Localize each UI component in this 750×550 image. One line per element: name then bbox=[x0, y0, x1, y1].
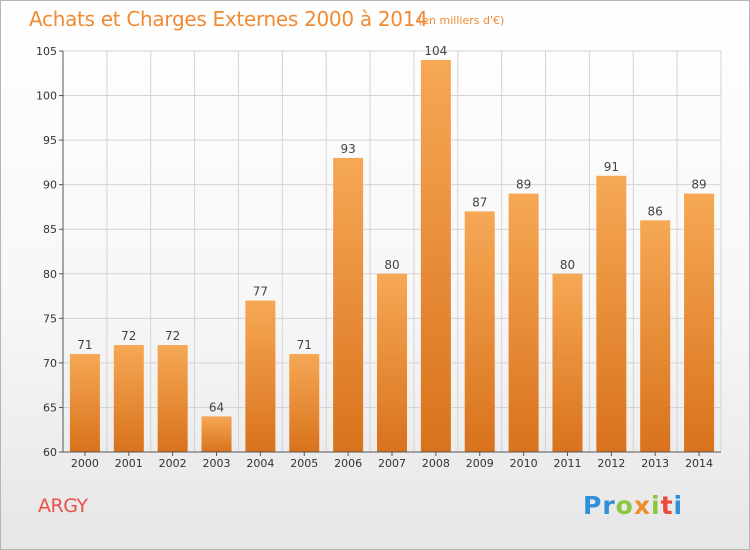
y-tick-label: 60 bbox=[43, 446, 57, 459]
data-label: 104 bbox=[424, 44, 447, 58]
logo-letter: i bbox=[651, 491, 661, 520]
x-tick-label: 2002 bbox=[159, 457, 187, 470]
y-tick-label: 70 bbox=[43, 357, 57, 370]
x-tick-label: 2004 bbox=[246, 457, 274, 470]
y-tick-label: 95 bbox=[43, 134, 57, 147]
x-tick-label: 2009 bbox=[466, 457, 494, 470]
bar-2011 bbox=[552, 273, 583, 452]
logo-letter: P bbox=[583, 491, 603, 520]
data-label: 64 bbox=[209, 400, 224, 414]
labels: 71 2000 72 2001 72 2002 64 2003 77 2004 71 2005 93 20… bbox=[71, 44, 713, 470]
x-tick-label: 2000 bbox=[71, 457, 99, 470]
data-label: 86 bbox=[648, 204, 663, 218]
data-label: 93 bbox=[340, 142, 355, 156]
bar-2007 bbox=[377, 273, 407, 452]
x-tick-label: 2007 bbox=[378, 457, 406, 470]
chart-title: Achats et Charges Externes 2000 à 2014 bbox=[29, 7, 428, 31]
bar-2008 bbox=[420, 59, 451, 453]
y-tick-label: 90 bbox=[43, 179, 57, 192]
x-tick-label: 2008 bbox=[422, 457, 450, 470]
x-tick-label: 2005 bbox=[290, 457, 318, 470]
bar-2002 bbox=[157, 345, 188, 452]
y-tick-label: 80 bbox=[43, 268, 57, 281]
y-tick-label: 105 bbox=[36, 45, 57, 58]
bar-2000 bbox=[69, 353, 100, 452]
bar-2012 bbox=[596, 175, 627, 452]
bar-2003 bbox=[201, 416, 232, 452]
bar-2006 bbox=[333, 157, 364, 452]
logo-letter: r bbox=[602, 491, 616, 520]
y-tick-label: 75 bbox=[43, 312, 57, 325]
data-label: 77 bbox=[253, 285, 268, 299]
x-tick-label: 2010 bbox=[510, 457, 538, 470]
logo-letter: i bbox=[673, 491, 684, 520]
y-tick-label: 100 bbox=[36, 90, 57, 103]
x-tick-label: 2006 bbox=[334, 457, 362, 470]
data-label: 89 bbox=[516, 178, 531, 192]
x-tick-label: 2001 bbox=[115, 457, 143, 470]
logo-letter: o bbox=[615, 491, 634, 520]
bar-2010 bbox=[508, 193, 539, 453]
bar-2009 bbox=[464, 211, 495, 452]
data-label: 80 bbox=[560, 258, 575, 272]
data-label: 91 bbox=[604, 160, 619, 174]
x-tick-label: 2013 bbox=[641, 457, 669, 470]
place-name: ARGY bbox=[38, 495, 88, 517]
bar-2014 bbox=[684, 193, 715, 453]
bar-2005 bbox=[289, 353, 320, 452]
data-label: 72 bbox=[165, 329, 180, 343]
bar-2001 bbox=[113, 345, 144, 452]
data-label: 89 bbox=[691, 178, 706, 192]
proxiti-logo[interactable]: Proxiti bbox=[583, 491, 683, 520]
x-tick-label: 2012 bbox=[597, 457, 625, 470]
chart-subtitle: (en milliers d'€) bbox=[418, 14, 505, 27]
logo-letter: x bbox=[633, 491, 651, 520]
data-label: 80 bbox=[384, 258, 399, 272]
bar-2004 bbox=[245, 300, 276, 452]
x-tick-label: 2014 bbox=[685, 457, 713, 470]
y-tick-label: 65 bbox=[43, 401, 57, 414]
data-label: 71 bbox=[77, 338, 92, 352]
data-label: 87 bbox=[472, 195, 487, 209]
data-label: 71 bbox=[297, 338, 312, 352]
data-label: 72 bbox=[121, 329, 136, 343]
x-tick-label: 2011 bbox=[553, 457, 581, 470]
bars bbox=[69, 59, 715, 453]
axes: 60 65 70 75 80 85 90 95 100 105 bbox=[36, 45, 721, 459]
logo-letter: t bbox=[660, 491, 674, 520]
bar-2013 bbox=[640, 220, 671, 452]
x-tick-label: 2003 bbox=[203, 457, 231, 470]
y-tick-label: 85 bbox=[43, 223, 57, 236]
